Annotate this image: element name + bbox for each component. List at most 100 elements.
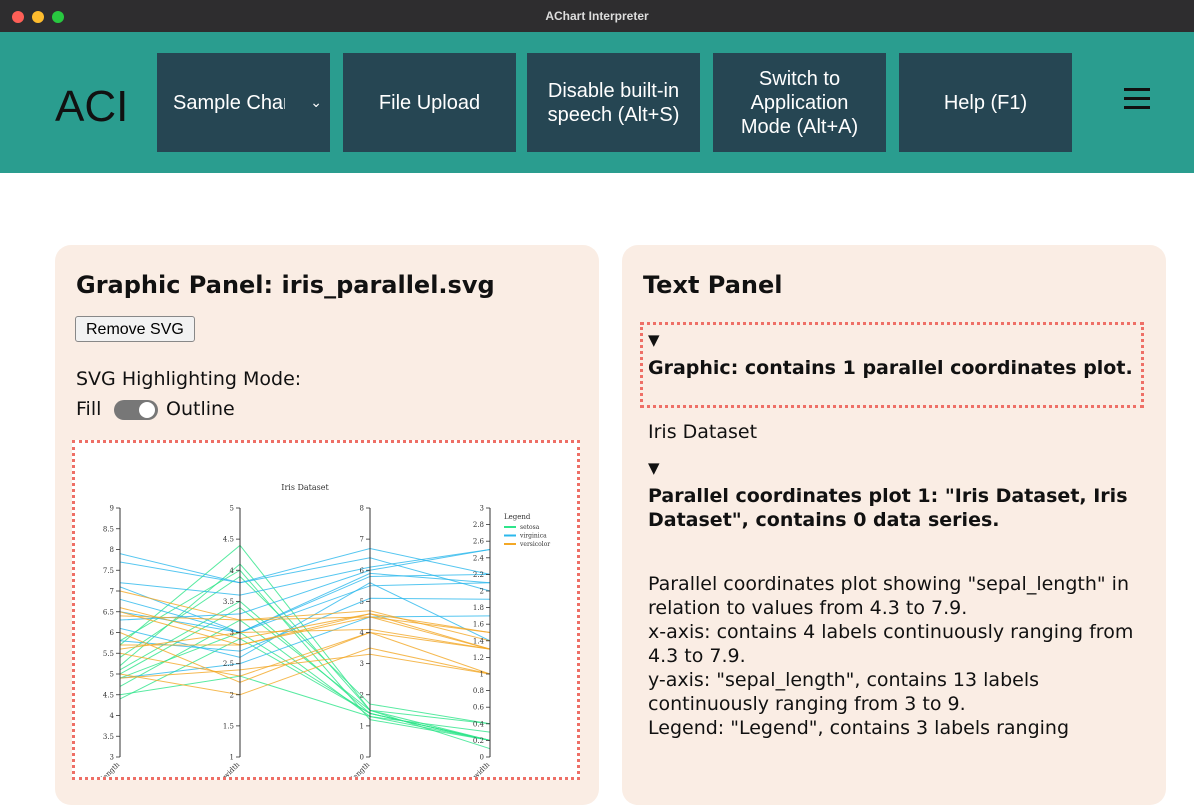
tick-label: 2.8: [473, 521, 484, 529]
mode-button[interactable]: Switch to Application Mode (Alt+A): [713, 53, 886, 152]
data-line: [119, 549, 491, 621]
title-bar: AChart Interpreter: [0, 0, 1194, 32]
data-line: [119, 611, 491, 646]
tick-label: 9: [110, 505, 114, 513]
tick-label: 6.5: [103, 608, 114, 616]
menu-button[interactable]: [1124, 88, 1150, 115]
logo: ACI: [55, 82, 129, 131]
tick-label: 0.4: [473, 720, 485, 728]
tick-label: 2.6: [473, 538, 485, 546]
select-label: Sample Chart: [173, 91, 285, 114]
tick-label: 5: [230, 505, 234, 513]
tick-label: 3: [360, 660, 364, 668]
tick-label: 5: [360, 598, 364, 606]
legend-title: Legend: [504, 513, 531, 521]
tick-label: 2: [360, 691, 364, 699]
tick-label: 8: [360, 505, 364, 513]
toggle-right-label: Outline: [166, 398, 235, 420]
data-line: [119, 544, 491, 725]
plot-heading[interactable]: Parallel coordinates plot 1: "Iris Datas…: [648, 485, 1128, 531]
collapse-icon[interactable]: ▼: [648, 331, 660, 349]
tick-label: 7: [110, 588, 114, 596]
chart-frame: Iris Dataset 3 3.5 4 4.5 5 5.5 6 6.5 7 7.5 8 8.5 9 sep…: [72, 440, 580, 780]
tick-label: 3: [110, 754, 114, 762]
tick-label: 0.2: [473, 737, 484, 745]
tick-label: 1.2: [473, 654, 484, 662]
file-upload-button[interactable]: File Upload: [343, 53, 516, 152]
data-line: [119, 653, 491, 679]
tick-label: 1.4: [473, 637, 485, 645]
tick-label: 2: [480, 588, 484, 596]
close-button[interactable]: [12, 11, 24, 23]
tick-label: 2.4: [473, 554, 485, 562]
data-line: [119, 549, 491, 596]
panel-title: Graphic Panel: iris_parallel.svg: [76, 271, 495, 299]
header: ACI Sample Chart ⌄ File Upload Disable bu…: [0, 32, 1194, 173]
collapse-icon[interactable]: ▼: [648, 459, 660, 477]
data-line: [119, 573, 491, 634]
tick-label: 1: [360, 722, 364, 730]
focus-outline: [640, 322, 1144, 408]
tick-label: 4.5: [223, 536, 234, 544]
sample-chart-select[interactable]: Sample Chart ⌄: [157, 53, 330, 152]
tick-label: 2.5: [223, 660, 234, 668]
chart-title: Iris Dataset: [281, 483, 329, 492]
minimize-button[interactable]: [32, 11, 44, 23]
text-panel: [622, 245, 1166, 805]
tick-label: 6: [360, 567, 365, 575]
tick-label: 2: [230, 691, 234, 699]
tick-label: 4: [230, 567, 235, 575]
tick-label: 4: [360, 629, 365, 637]
data-line: [119, 615, 491, 679]
mode-label: SVG Highlighting Mode:: [76, 368, 302, 390]
remove-svg-button[interactable]: Remove SVG: [75, 316, 195, 342]
data-line: [119, 619, 491, 741]
tick-label: 0.8: [473, 687, 484, 695]
legend-label: virginica: [519, 533, 547, 540]
data-line: [119, 675, 491, 733]
description-line: Parallel coordinates plot showing "sepal…: [648, 573, 1129, 619]
tick-label: 1.8: [473, 604, 484, 612]
highlight-toggle[interactable]: [114, 400, 158, 420]
speech-button[interactable]: Disable built-in speech (Alt+S): [527, 53, 700, 152]
zoom-button[interactable]: [52, 11, 64, 23]
tick-label: 8: [110, 546, 114, 554]
legend-label: setosa: [520, 524, 540, 531]
data-line: [119, 547, 491, 584]
tick-label: 0: [360, 754, 364, 762]
data-line: [119, 553, 491, 592]
data-line: [119, 597, 491, 652]
tick-label: 0: [480, 754, 484, 762]
axis-label: petal_length: [335, 760, 372, 778]
help-button[interactable]: Help (F1): [899, 53, 1072, 152]
data-line: [119, 647, 491, 696]
description-line: Legend: "Legend", contains 3 labels rang…: [648, 717, 1070, 739]
axis-label: sepal_length: [84, 760, 122, 778]
tick-label: 3: [480, 505, 484, 513]
tick-label: 4.5: [103, 691, 114, 699]
data-line: [119, 582, 491, 634]
graphic-heading[interactable]: Graphic: contains 1 parallel coordinates…: [648, 357, 1133, 379]
description-line: x-axis: contains 4 labels continuously r…: [648, 621, 1134, 667]
tick-label: 5.5: [103, 650, 114, 658]
chevron: ⌄: [310, 94, 322, 111]
tick-label: 3.5: [223, 598, 234, 606]
tick-label: 0.6: [473, 704, 485, 712]
data-line: [119, 590, 491, 642]
data-line: [119, 572, 491, 634]
tick-label: 1.5: [223, 722, 234, 730]
tick-label: 8.5: [103, 525, 114, 533]
tick-label: 6: [110, 629, 115, 637]
tick-label: 4: [110, 712, 115, 720]
panel-title: Text Panel: [643, 271, 783, 299]
data-line: [119, 615, 491, 633]
data-line: [119, 628, 491, 650]
tick-label: 2.2: [473, 571, 484, 579]
axis-label: sepal_width: [206, 760, 242, 778]
chart-title: Iris Dataset: [648, 421, 758, 443]
tick-label: 7: [360, 536, 364, 544]
description: Parallel coordinates plot showing "sepal…: [648, 572, 1143, 740]
data-line: [119, 638, 491, 741]
axis-label: petal_width: [456, 760, 491, 778]
